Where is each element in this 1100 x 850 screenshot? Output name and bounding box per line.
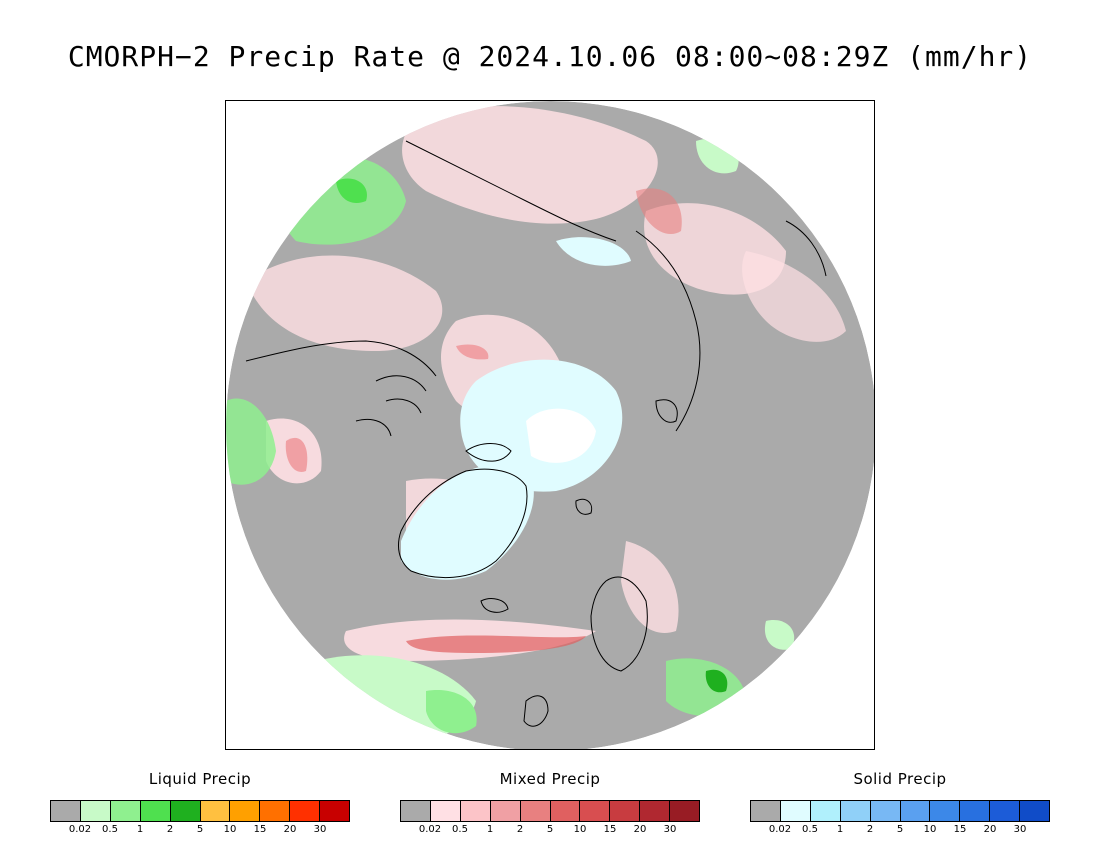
alaska-coast	[785, 220, 827, 277]
liquid-swatch-3	[140, 801, 171, 821]
arctic-archipelago	[355, 375, 427, 437]
liquid-swatch-0	[51, 801, 81, 821]
solid-tick-label: 1	[836, 824, 844, 835]
solid-swatch-5	[900, 801, 931, 821]
solid-tick-label: 10	[923, 824, 937, 835]
solid-swatch-4	[870, 801, 901, 821]
solid-swatch-8	[990, 801, 1021, 821]
liquid-swatch-7	[260, 801, 291, 821]
liquid-tick-label: 30	[313, 824, 327, 835]
map-disk	[226, 101, 874, 749]
solid-tick-label: 30	[1013, 824, 1027, 835]
siberia-coast	[405, 140, 617, 242]
coastlines	[245, 140, 827, 727]
britain-coast	[523, 695, 549, 727]
mixed-tick-label: 10	[573, 824, 587, 835]
map-svg	[226, 101, 874, 749]
mixed-tick-label: 1	[486, 824, 494, 835]
polar-precip-map	[225, 100, 875, 750]
mixed-swatch-5	[550, 801, 581, 821]
liquid-swatch-8	[290, 801, 321, 821]
legend-solid-colorbar	[750, 800, 1050, 822]
liquid-tick-label: 5	[196, 824, 204, 835]
solid-tick-label: 0.5	[802, 824, 818, 835]
liquid-tick-label: 15	[253, 824, 267, 835]
mixed-tick-label: 2	[516, 824, 524, 835]
legend-solid: Solid Precip 0.02 0.5 1 2 5 10 15 20 30	[750, 770, 1050, 838]
legend-solid-title: Solid Precip	[853, 770, 947, 788]
liquid-swatch-4	[170, 801, 201, 821]
liquid-swatch-2	[110, 801, 141, 821]
solid-tick-label: 20	[983, 824, 997, 835]
legend-mixed-title: Mixed Precip	[499, 770, 601, 788]
mixed-tick-label: 5	[546, 824, 554, 835]
mixed-swatch-2	[460, 801, 491, 821]
mixed-tick-label: 0.02	[418, 824, 442, 835]
liquid-tick-label: 0.5	[102, 824, 118, 835]
liquid-tick-label: 0.02	[68, 824, 92, 835]
legend-liquid-title: Liquid Precip	[148, 770, 252, 788]
mixed-swatch-7	[610, 801, 641, 821]
mixed-precip-band	[406, 635, 586, 653]
solid-swatch-2	[810, 801, 841, 821]
solid-swatch-1	[780, 801, 811, 821]
liquid-tick-label: 1	[136, 824, 144, 835]
legend-mixed-colorbar	[400, 800, 700, 822]
liquid-swatch-5	[200, 801, 231, 821]
solid-tick-label: 5	[896, 824, 904, 835]
svalbard-coast	[575, 498, 593, 515]
russia-arctic-coast	[635, 230, 701, 432]
legend-mixed-ticks: 0.02 0.5 1 2 5 10 15 20 30	[400, 824, 700, 838]
liquid-tick-label: 2	[166, 824, 174, 835]
mixed-tick-label: 15	[603, 824, 617, 835]
legend-liquid: Liquid Precip 0.02 0.5 1 2 5 10 15 20 30	[50, 770, 350, 838]
solid-tick-label: 0.02	[768, 824, 792, 835]
mixed-swatch-6	[580, 801, 611, 821]
solid-swatch-3	[840, 801, 871, 821]
mixed-tick-label: 20	[633, 824, 647, 835]
solid-swatch-9	[1020, 801, 1050, 821]
solid-tick-label: 15	[953, 824, 967, 835]
legend-mixed: Mixed Precip 0.02 0.5 1 2 5 10 15 20 30	[400, 770, 700, 838]
legend-liquid-ticks: 0.02 0.5 1 2 5 10 15 20 30	[50, 824, 350, 838]
canada-arctic-coast	[245, 340, 437, 377]
iceland-coast	[480, 598, 509, 613]
liquid-swatch-1	[80, 801, 111, 821]
liquid-swatch-6	[230, 801, 261, 821]
solid-swatch-0	[751, 801, 781, 821]
liquid-tick-label: 20	[283, 824, 297, 835]
mixed-tick-label: 30	[663, 824, 677, 835]
mixed-swatch-0	[401, 801, 431, 821]
liquid-tick-label: 10	[223, 824, 237, 835]
solid-swatch-6	[930, 801, 961, 821]
liquid-swatch-9	[320, 801, 350, 821]
solid-tick-label: 2	[866, 824, 874, 835]
mixed-tick-label: 0.5	[452, 824, 468, 835]
legend-liquid-colorbar	[50, 800, 350, 822]
solid-precip-areas	[401, 237, 631, 580]
mixed-swatch-9	[670, 801, 700, 821]
greenland-coast	[398, 468, 528, 579]
mixed-swatch-8	[640, 801, 671, 821]
mixed-swatch-1	[430, 801, 461, 821]
mixed-swatch-3	[490, 801, 521, 821]
chart-title: CMORPH−2 Precip Rate @ 2024.10.06 08:00~…	[67, 40, 1033, 73]
mixed-swatch-4	[520, 801, 551, 821]
scandinavia-coast	[590, 576, 648, 672]
legend-solid-ticks: 0.02 0.5 1 2 5 10 15 20 30	[750, 824, 1050, 838]
solid-swatch-7	[960, 801, 991, 821]
